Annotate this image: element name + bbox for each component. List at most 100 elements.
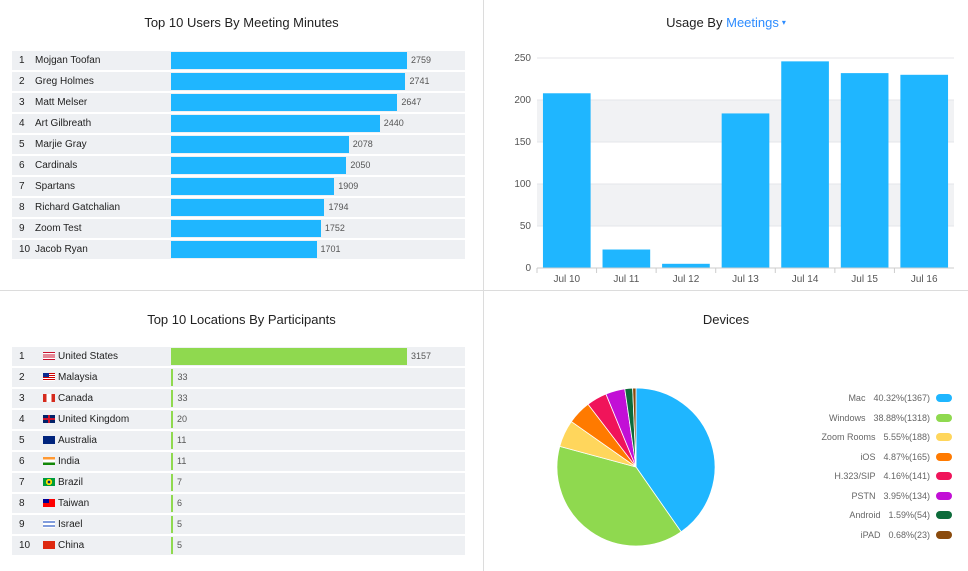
legend-count: (134) bbox=[908, 490, 930, 501]
legend-item[interactable]: Mac 40.32%(1367) bbox=[848, 393, 952, 403]
legend-item[interactable]: Zoom Rooms 5.55%(188) bbox=[821, 432, 952, 442]
y-tick-label: 0 bbox=[525, 263, 531, 274]
location-name[interactable]: Australia bbox=[43, 435, 97, 446]
row-label-text: Zoom Test bbox=[35, 223, 82, 234]
row-background bbox=[12, 515, 465, 534]
row-background bbox=[12, 452, 465, 471]
rank-number: 9 bbox=[19, 223, 25, 234]
bar bbox=[171, 369, 174, 386]
flag-gb-icon bbox=[43, 415, 55, 423]
rank-number: 1 bbox=[19, 351, 25, 362]
bar bbox=[171, 432, 173, 449]
top-locations-panel: Top 10 Locations By Participants 1 United… bbox=[0, 291, 483, 571]
pie-slice[interactable] bbox=[556, 445, 682, 547]
user-name[interactable]: Jacob Ryan bbox=[35, 244, 88, 255]
bar-value: 2759 bbox=[411, 55, 432, 65]
location-name[interactable]: Taiwan bbox=[43, 498, 89, 509]
legend-item[interactable]: iPAD 0.68%(23) bbox=[861, 530, 952, 540]
user-name[interactable]: Richard Gatchalian bbox=[35, 202, 120, 213]
usage-bar[interactable] bbox=[542, 93, 591, 268]
legend-label: H.323/SIP bbox=[834, 471, 876, 481]
usage-metric-dropdown[interactable]: Meetings bbox=[726, 15, 779, 30]
bar-value: 3157 bbox=[411, 351, 432, 361]
x-tick-label: Jul 12 bbox=[673, 274, 700, 285]
legend-swatch bbox=[936, 433, 952, 441]
user-name[interactable]: Mojgan Toofan bbox=[35, 55, 100, 66]
row-label-text: Cardinals bbox=[35, 160, 78, 171]
legend-item[interactable]: H.323/SIP 4.16%(141) bbox=[834, 471, 952, 481]
usage-bar[interactable] bbox=[602, 249, 651, 268]
row-background bbox=[12, 473, 465, 492]
row-background bbox=[12, 536, 465, 555]
user-name[interactable]: Spartans bbox=[35, 181, 75, 192]
user-name[interactable]: Matt Melser bbox=[35, 97, 87, 108]
legend-item[interactable]: iOS 4.87%(165) bbox=[860, 452, 952, 462]
rank-number: 8 bbox=[19, 498, 25, 509]
usage-bar[interactable] bbox=[840, 73, 889, 269]
row-label-text: Art Gilbreath bbox=[35, 118, 92, 129]
user-name[interactable]: Cardinals bbox=[35, 160, 77, 171]
user-name[interactable]: Marjie Gray bbox=[35, 139, 87, 150]
legend-label: Zoom Rooms bbox=[821, 432, 876, 442]
rank-number: 2 bbox=[19, 76, 25, 87]
row-label-text: Taiwan bbox=[58, 498, 90, 509]
bar bbox=[171, 52, 407, 69]
usage-bar[interactable] bbox=[662, 263, 710, 268]
rank-number: 3 bbox=[19, 393, 25, 404]
flag-au-icon bbox=[43, 436, 55, 444]
usage-title: Usage By Meetings ▾ bbox=[484, 15, 968, 30]
legend-swatch bbox=[936, 452, 952, 461]
legend-label: iPAD bbox=[860, 529, 881, 540]
rank-number: 10 bbox=[19, 244, 31, 255]
row-label-text: Malaysia bbox=[58, 372, 98, 383]
bar bbox=[171, 94, 398, 111]
row-label-text: Australia bbox=[58, 435, 97, 446]
usage-bar[interactable] bbox=[781, 61, 829, 268]
bar bbox=[171, 157, 347, 174]
usage-title-prefix: Usage By bbox=[666, 15, 723, 30]
flag-in-icon bbox=[43, 457, 55, 465]
row-label-text: Canada bbox=[58, 393, 94, 404]
user-name[interactable]: Greg Holmes bbox=[35, 76, 94, 87]
row-label-text: Israel bbox=[58, 519, 83, 530]
bar-value: 6 bbox=[177, 498, 183, 508]
rank-number: 1 bbox=[19, 55, 25, 66]
bar-value: 2741 bbox=[409, 76, 430, 86]
pie-slice[interactable] bbox=[635, 387, 716, 533]
user-name[interactable]: Art Gilbreath bbox=[35, 118, 91, 129]
x-tick-label: Jul 16 bbox=[911, 274, 938, 285]
location-name[interactable]: United Kingdom bbox=[43, 414, 129, 425]
user-name[interactable]: Zoom Test bbox=[35, 223, 82, 234]
pie-slice[interactable] bbox=[632, 387, 637, 468]
bar bbox=[171, 115, 380, 132]
legend-item[interactable]: Android 1.59%(54) bbox=[849, 510, 952, 520]
x-tick-label: Jul 14 bbox=[792, 274, 819, 285]
bar-value: 20 bbox=[177, 414, 188, 424]
bar bbox=[171, 537, 173, 554]
bar bbox=[171, 241, 317, 258]
devices-pie-chart bbox=[556, 387, 716, 547]
rank-number: 2 bbox=[19, 372, 25, 383]
bar-value: 1909 bbox=[338, 181, 359, 191]
usage-bar[interactable] bbox=[900, 74, 949, 268]
legend-item[interactable]: PSTN 3.95%(134) bbox=[851, 491, 952, 501]
location-name[interactable]: China bbox=[43, 540, 84, 551]
legend-item[interactable]: Windows 38.88%(1318) bbox=[829, 413, 952, 423]
rank-number: 6 bbox=[19, 456, 25, 467]
flag-ca-icon bbox=[43, 394, 55, 402]
usage-bar[interactable] bbox=[721, 113, 770, 268]
bar-value: 1752 bbox=[324, 223, 345, 233]
location-name[interactable]: Israel bbox=[43, 519, 82, 530]
location-name[interactable]: Canada bbox=[43, 393, 93, 404]
flag-tw-icon bbox=[43, 499, 55, 507]
location-name[interactable]: India bbox=[43, 456, 80, 467]
location-name[interactable]: Brazil bbox=[43, 477, 83, 488]
row-label-text: Marjie Gray bbox=[35, 139, 87, 150]
location-name[interactable]: United States bbox=[43, 351, 118, 362]
row-label-text: Mojgan Toofan bbox=[35, 55, 101, 66]
legend-count: (23) bbox=[913, 529, 930, 540]
location-name[interactable]: Malaysia bbox=[43, 372, 97, 383]
flag-br-icon bbox=[43, 478, 55, 486]
bar bbox=[171, 495, 173, 512]
chevron-down-icon[interactable]: ▾ bbox=[781, 18, 786, 27]
